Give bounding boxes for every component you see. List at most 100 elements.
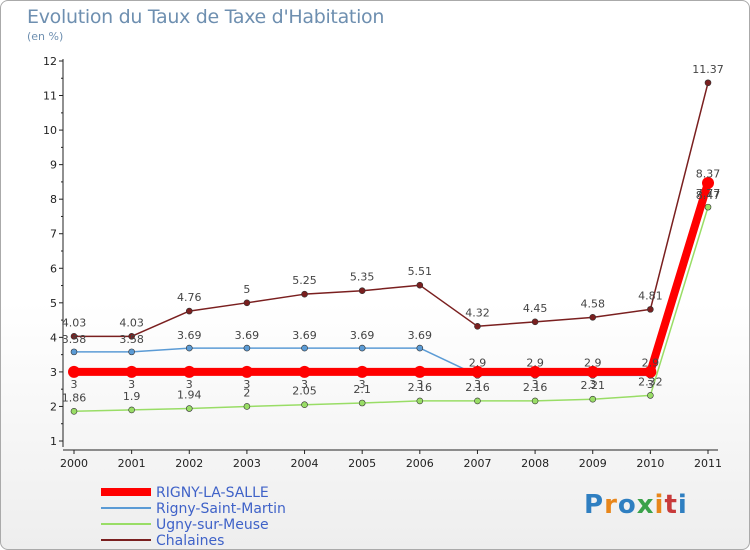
data-point bbox=[416, 397, 424, 405]
data-point bbox=[471, 365, 484, 378]
x-tick-label: 2010 bbox=[636, 457, 664, 470]
legend-item: Ugny-sur-Meuse bbox=[101, 517, 269, 533]
data-label: 4.03 bbox=[119, 316, 144, 329]
data-point bbox=[185, 405, 193, 412]
data-point bbox=[589, 395, 597, 403]
data-point bbox=[704, 79, 712, 87]
series-line bbox=[74, 82, 709, 338]
data-label: 4.45 bbox=[523, 302, 548, 315]
logo-letter: i bbox=[654, 490, 665, 520]
legend-label: Rigny-Saint-Martin bbox=[156, 501, 286, 517]
logo-letter: x bbox=[636, 490, 655, 520]
proxiti-logo: Proxiti bbox=[584, 490, 688, 520]
y-tick-label: 12 bbox=[43, 55, 57, 68]
data-point bbox=[128, 348, 135, 356]
logo-letter: P bbox=[584, 490, 605, 520]
data-label: 3 bbox=[71, 378, 78, 391]
series-ugny-sur-meuse bbox=[70, 203, 712, 415]
legend-label: Ugny-sur-Meuse bbox=[156, 517, 269, 533]
data-point bbox=[531, 318, 539, 326]
legend-item: Chalaines bbox=[101, 533, 224, 549]
series-rigny-saint-martin bbox=[70, 183, 712, 379]
x-tick-label: 2003 bbox=[233, 457, 261, 470]
data-point bbox=[70, 333, 78, 340]
data-point bbox=[301, 401, 308, 409]
data-label: 3 bbox=[243, 378, 250, 391]
data-label: 3.69 bbox=[177, 329, 202, 342]
data-label: 5.51 bbox=[408, 265, 433, 278]
data-point bbox=[243, 403, 251, 410]
y-tick-label: 8 bbox=[50, 193, 57, 206]
data-label: 4.32 bbox=[465, 306, 490, 319]
data-label: 2.9 bbox=[469, 356, 487, 369]
data-label: 2.1 bbox=[353, 383, 371, 396]
logo-letter: o bbox=[617, 490, 637, 520]
data-label: 2.16 bbox=[465, 381, 490, 394]
logo-letter: r bbox=[604, 490, 618, 520]
data-label: 2.16 bbox=[523, 381, 548, 394]
data-label: 3 bbox=[589, 378, 596, 391]
y-tick-label: 4 bbox=[50, 331, 57, 344]
legend-item: Rigny-Saint-Martin bbox=[101, 501, 286, 517]
data-point bbox=[243, 299, 251, 307]
data-point bbox=[647, 392, 654, 399]
series-layer bbox=[68, 79, 714, 415]
logo-letter: i bbox=[677, 490, 688, 520]
data-label: 4.03 bbox=[62, 316, 87, 329]
data-label: 1.86 bbox=[62, 391, 87, 404]
data-point bbox=[185, 344, 193, 352]
series-line bbox=[73, 206, 709, 413]
series-chalaines bbox=[70, 79, 712, 340]
data-label: 2.16 bbox=[408, 381, 433, 394]
series-rigny-la-salle bbox=[68, 176, 714, 378]
x-tick-label: 2008 bbox=[521, 457, 549, 470]
data-label: 3.58 bbox=[119, 333, 144, 346]
chart-title: Evolution du Taux de Taxe d'Habitation bbox=[27, 6, 385, 28]
data-label: 3 bbox=[359, 378, 366, 391]
legend-label: Chalaines bbox=[156, 533, 224, 549]
x-tick-label: 2009 bbox=[579, 457, 607, 470]
data-point bbox=[301, 344, 308, 352]
data-point bbox=[240, 365, 253, 378]
y-tick-label: 5 bbox=[50, 297, 57, 310]
y-tick-label: 11 bbox=[43, 90, 57, 103]
series-line bbox=[74, 181, 712, 376]
data-point bbox=[128, 406, 135, 414]
y-tick-label: 1 bbox=[50, 435, 57, 448]
data-point bbox=[125, 365, 138, 378]
data-point bbox=[586, 365, 599, 378]
data-label: 4.76 bbox=[177, 291, 202, 304]
x-tick-label: 2005 bbox=[348, 457, 376, 470]
legend-item: RIGNY-LA-SALLE bbox=[101, 485, 269, 501]
data-point bbox=[358, 399, 366, 407]
x-tick-label: 2001 bbox=[118, 457, 146, 470]
data-label: 1.94 bbox=[177, 389, 202, 402]
data-label: 2.21 bbox=[580, 379, 605, 392]
x-tick-label: 2000 bbox=[60, 457, 88, 470]
data-label: 8.47 bbox=[696, 189, 721, 202]
legend: RIGNY-LA-SALLERigny-Saint-MartinUgny-sur… bbox=[101, 485, 286, 549]
data-label: 3 bbox=[186, 378, 193, 391]
data-label: 3 bbox=[647, 378, 654, 391]
data-point bbox=[413, 365, 426, 378]
data-point bbox=[529, 365, 542, 378]
data-point bbox=[70, 407, 78, 415]
data-label: 3 bbox=[416, 378, 423, 391]
data-label: 3.69 bbox=[350, 329, 375, 342]
x-tick-label: 2002 bbox=[175, 457, 203, 470]
legend-label: RIGNY-LA-SALLE bbox=[156, 485, 269, 501]
data-point bbox=[644, 365, 657, 378]
x-tick-label: 2006 bbox=[406, 457, 434, 470]
data-point bbox=[531, 397, 539, 405]
data-point bbox=[704, 203, 712, 211]
data-point bbox=[243, 344, 251, 352]
y-tick-label: 3 bbox=[50, 366, 57, 379]
data-label: 2 bbox=[243, 386, 250, 399]
series-line bbox=[74, 186, 709, 377]
data-point bbox=[474, 323, 481, 330]
data-point bbox=[358, 287, 366, 295]
logo-letter: t bbox=[664, 490, 678, 520]
data-point bbox=[128, 333, 135, 340]
data-label: 3.69 bbox=[235, 329, 260, 342]
